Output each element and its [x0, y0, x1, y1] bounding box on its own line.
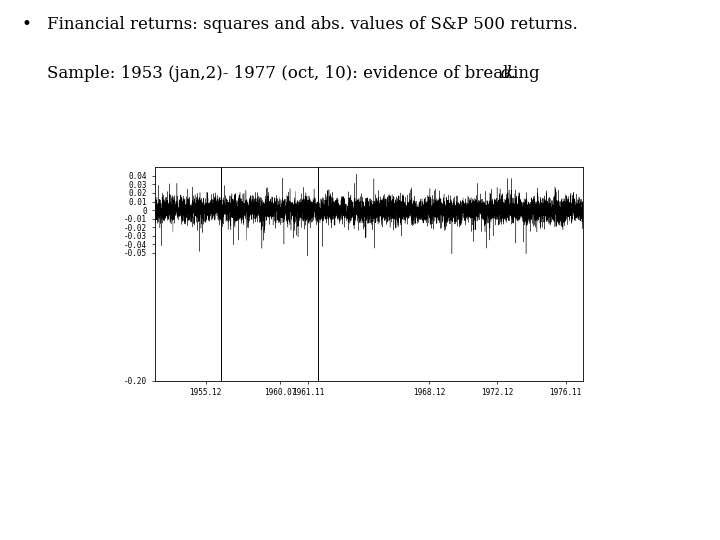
Text: d.: d.: [500, 65, 516, 82]
Text: •: •: [22, 16, 32, 33]
Text: Financial returns: squares and abs. values of S&P 500 returns.: Financial returns: squares and abs. valu…: [47, 16, 577, 33]
Text: Sample: 1953 (jan,2)- 1977 (oct, 10): evidence of breaking: Sample: 1953 (jan,2)- 1977 (oct, 10): ev…: [47, 65, 544, 82]
